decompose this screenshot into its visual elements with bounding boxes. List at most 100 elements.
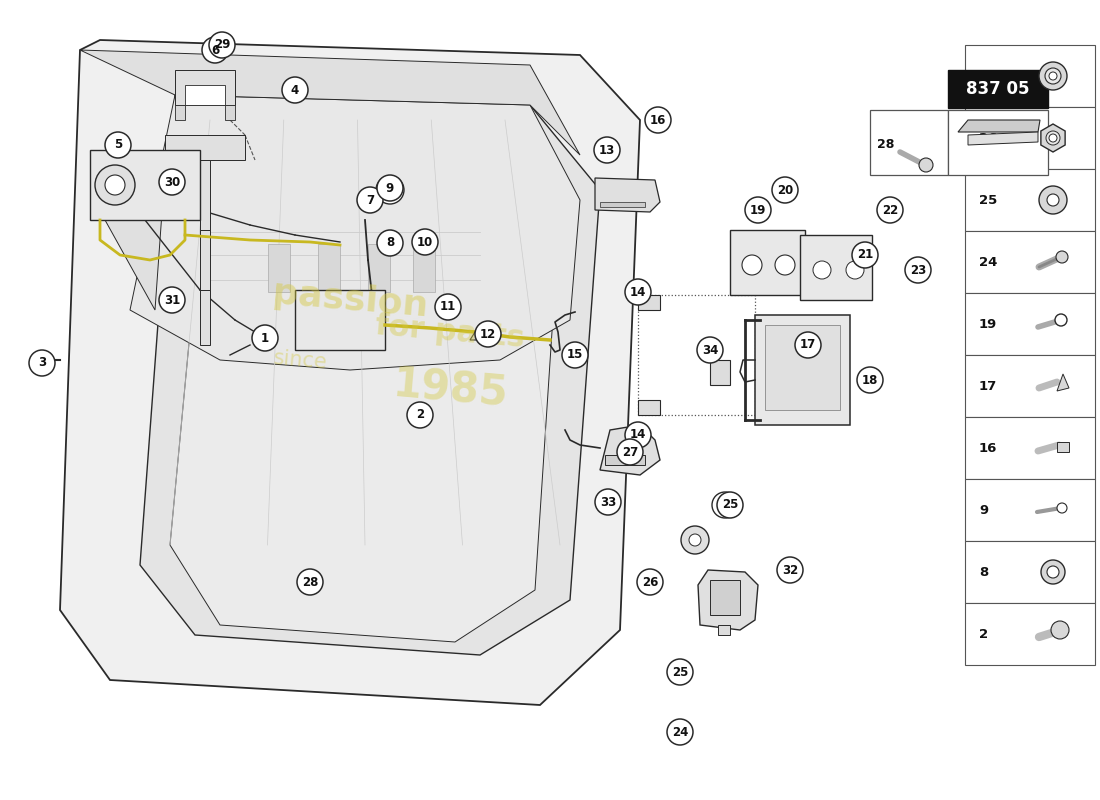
Bar [965, 603, 1094, 665]
Text: 20: 20 [777, 183, 793, 197]
Text: 19: 19 [750, 203, 767, 217]
Circle shape [376, 176, 404, 204]
Text: 32: 32 [782, 563, 799, 577]
Polygon shape [140, 95, 600, 655]
Text: 2: 2 [416, 409, 425, 422]
Circle shape [852, 242, 878, 268]
Circle shape [777, 557, 803, 583]
Circle shape [562, 342, 588, 368]
Polygon shape [958, 120, 1040, 132]
Bar [965, 417, 1094, 479]
Text: 8: 8 [979, 566, 988, 578]
Bar [800, 235, 872, 300]
Text: 28: 28 [877, 138, 894, 151]
Text: 11: 11 [440, 301, 456, 314]
Circle shape [297, 569, 323, 595]
Polygon shape [764, 325, 840, 410]
Text: 27: 27 [979, 70, 998, 82]
Bar [730, 230, 805, 295]
Polygon shape [130, 95, 580, 370]
Bar [965, 231, 1094, 293]
Circle shape [712, 492, 738, 518]
Polygon shape [1057, 374, 1069, 391]
Text: 33: 33 [600, 495, 616, 509]
Text: 9: 9 [386, 182, 394, 194]
Bar [268, 244, 290, 292]
Bar [755, 315, 850, 425]
Circle shape [1049, 72, 1057, 80]
Text: 34: 34 [702, 343, 718, 357]
Text: 22: 22 [882, 203, 898, 217]
Polygon shape [968, 132, 1038, 145]
Text: 30: 30 [164, 175, 180, 189]
Text: 12: 12 [480, 327, 496, 341]
Circle shape [667, 659, 693, 685]
Bar [965, 169, 1094, 231]
Circle shape [1049, 134, 1057, 142]
Circle shape [377, 175, 403, 201]
Polygon shape [175, 105, 185, 120]
Circle shape [625, 422, 651, 448]
Circle shape [29, 350, 55, 376]
Circle shape [745, 197, 771, 223]
Circle shape [1047, 566, 1059, 578]
Bar [965, 479, 1094, 541]
Polygon shape [440, 300, 458, 312]
Polygon shape [718, 625, 730, 635]
Bar [965, 355, 1094, 417]
Bar [965, 45, 1094, 107]
Bar [965, 107, 1094, 169]
Polygon shape [175, 70, 235, 105]
Circle shape [1050, 621, 1069, 639]
Circle shape [697, 337, 723, 363]
Bar [870, 110, 948, 175]
Circle shape [407, 402, 433, 428]
Polygon shape [104, 170, 165, 310]
Text: 14: 14 [630, 286, 646, 298]
Circle shape [772, 177, 798, 203]
Text: 24: 24 [672, 726, 689, 738]
Text: 1: 1 [261, 331, 270, 345]
Circle shape [689, 534, 701, 546]
Circle shape [358, 187, 383, 213]
Polygon shape [200, 160, 210, 230]
Circle shape [594, 137, 620, 163]
Circle shape [625, 279, 651, 305]
Text: 21: 21 [857, 249, 873, 262]
Text: passion: passion [271, 276, 429, 324]
Text: 2: 2 [979, 627, 988, 641]
Text: 25: 25 [979, 194, 998, 206]
Circle shape [412, 229, 438, 255]
Circle shape [877, 197, 903, 223]
Bar [965, 293, 1094, 355]
Circle shape [776, 255, 795, 275]
Polygon shape [698, 570, 758, 630]
Polygon shape [710, 580, 740, 615]
Circle shape [645, 107, 671, 133]
Text: 9: 9 [979, 503, 988, 517]
Circle shape [202, 37, 228, 63]
Text: 8: 8 [386, 237, 394, 250]
Text: 25: 25 [672, 666, 689, 678]
Circle shape [742, 255, 762, 275]
Bar [295, 290, 385, 350]
Circle shape [1040, 62, 1067, 90]
Circle shape [1057, 503, 1067, 513]
Circle shape [381, 236, 399, 254]
Circle shape [717, 492, 743, 518]
Circle shape [95, 165, 135, 205]
Polygon shape [600, 202, 645, 207]
Text: 1985: 1985 [390, 364, 509, 416]
Circle shape [667, 719, 693, 745]
Bar [412, 244, 434, 292]
Bar [948, 110, 1048, 175]
Polygon shape [595, 178, 660, 212]
Polygon shape [200, 290, 210, 345]
Text: 17: 17 [979, 379, 998, 393]
Bar [1057, 442, 1069, 452]
Circle shape [160, 287, 185, 313]
Text: 15: 15 [566, 349, 583, 362]
Circle shape [434, 294, 461, 320]
Circle shape [1047, 194, 1059, 206]
Text: 23: 23 [910, 263, 926, 277]
